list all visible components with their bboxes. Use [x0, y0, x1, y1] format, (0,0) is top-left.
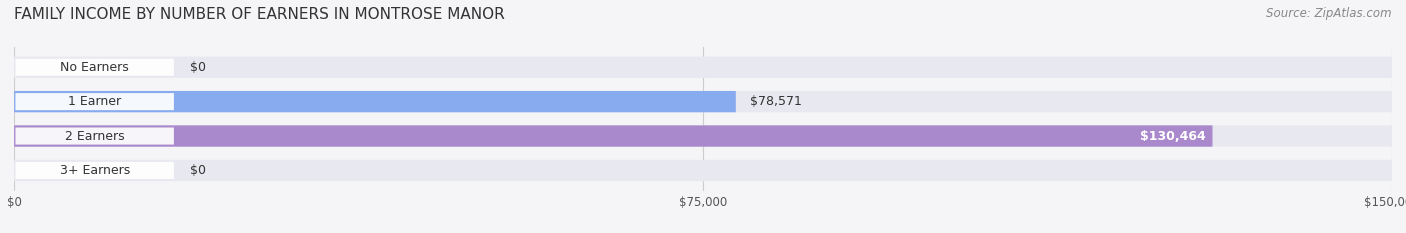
Text: $78,571: $78,571	[749, 95, 801, 108]
FancyBboxPatch shape	[15, 59, 174, 76]
Text: $0: $0	[190, 164, 207, 177]
Text: 3+ Earners: 3+ Earners	[59, 164, 129, 177]
FancyBboxPatch shape	[14, 160, 1392, 181]
FancyBboxPatch shape	[14, 57, 1392, 78]
Text: FAMILY INCOME BY NUMBER OF EARNERS IN MONTROSE MANOR: FAMILY INCOME BY NUMBER OF EARNERS IN MO…	[14, 7, 505, 22]
Text: 1 Earner: 1 Earner	[67, 95, 121, 108]
FancyBboxPatch shape	[14, 125, 1392, 147]
FancyBboxPatch shape	[14, 91, 1392, 112]
Text: $130,464: $130,464	[1140, 130, 1205, 143]
FancyBboxPatch shape	[14, 125, 1212, 147]
Text: Source: ZipAtlas.com: Source: ZipAtlas.com	[1267, 7, 1392, 20]
Text: 2 Earners: 2 Earners	[65, 130, 125, 143]
Text: No Earners: No Earners	[60, 61, 129, 74]
FancyBboxPatch shape	[15, 162, 174, 179]
FancyBboxPatch shape	[15, 127, 174, 144]
Text: $0: $0	[190, 61, 207, 74]
FancyBboxPatch shape	[14, 91, 735, 112]
FancyBboxPatch shape	[15, 93, 174, 110]
